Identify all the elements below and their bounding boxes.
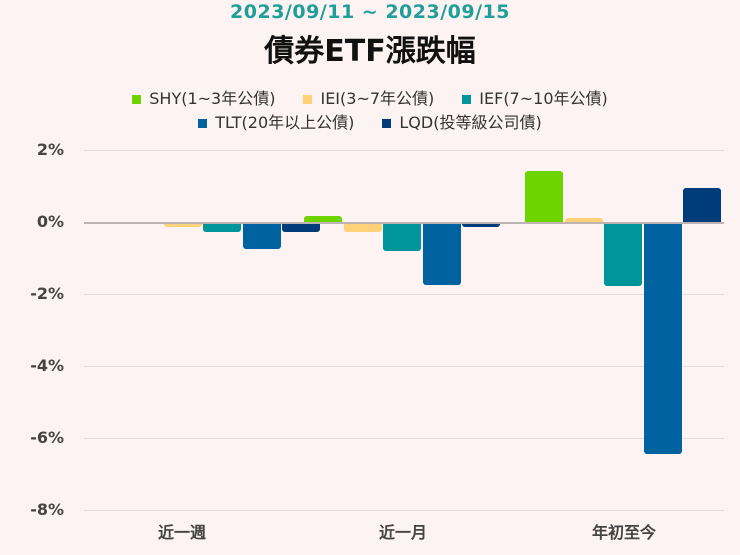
- gridline: [84, 366, 724, 367]
- gridline: [84, 510, 724, 511]
- bar[interactable]: [462, 222, 500, 227]
- legend-swatch-icon: [382, 118, 392, 128]
- bar[interactable]: [203, 222, 241, 233]
- x-tick-label: 近一月: [378, 523, 427, 542]
- legend-item-tlt[interactable]: TLT(20年以上公債): [198, 111, 354, 135]
- bar[interactable]: [643, 222, 682, 454]
- x-tick-label: 近一週: [157, 523, 206, 542]
- legend-item-lqd[interactable]: LQD(投等級公司債): [382, 111, 542, 135]
- y-tick-label: -2%: [30, 284, 64, 303]
- y-tick-label: 2%: [36, 140, 64, 159]
- bar[interactable]: [383, 222, 421, 251]
- x-tick-label: 年初至今: [591, 523, 656, 542]
- bar[interactable]: [163, 222, 202, 227]
- y-tick-label: 0%: [36, 212, 64, 231]
- legend-swatch-icon: [303, 94, 313, 104]
- bar[interactable]: [422, 222, 461, 285]
- bar[interactable]: [242, 222, 281, 249]
- bar[interactable]: [343, 222, 382, 232]
- chart-legend: SHY(1~3年公債) IEI(3~7年公債) IEF(7~10年公債) TLT…: [0, 87, 740, 135]
- legend-item-ief[interactable]: IEF(7~10年公債): [462, 87, 608, 111]
- bar[interactable]: [604, 222, 642, 287]
- legend-item-shy[interactable]: SHY(1~3年公債): [132, 87, 275, 111]
- legend-swatch-icon: [462, 94, 472, 104]
- bar[interactable]: [525, 170, 563, 222]
- legend-label: TLT(20年以上公債): [215, 113, 355, 132]
- legend-label: IEI(3~7年公債): [320, 89, 435, 108]
- legend-label: SHY(1~3年公債): [149, 89, 276, 108]
- y-tick-label: -6%: [30, 428, 64, 447]
- zero-line: [84, 222, 724, 224]
- legend-swatch-icon: [132, 94, 142, 104]
- chart-subtitle: 2023/09/11 ~ 2023/09/15: [230, 1, 510, 23]
- bar[interactable]: [564, 217, 603, 222]
- bar[interactable]: [683, 188, 721, 222]
- gridline: [84, 438, 724, 439]
- chart-title: 債券ETF漲跌幅: [264, 34, 476, 69]
- legend-label: IEF(7~10年公債): [479, 89, 608, 108]
- legend-swatch-icon: [198, 118, 208, 128]
- y-tick-label: -8%: [30, 500, 64, 519]
- legend-item-iei[interactable]: IEI(3~7年公債): [303, 87, 434, 111]
- gridline: [84, 150, 724, 151]
- gridline: [84, 294, 724, 295]
- bar[interactable]: [304, 215, 342, 222]
- bar[interactable]: [282, 222, 320, 233]
- legend-label: LQD(投等級公司債): [399, 113, 542, 132]
- y-tick-label: -4%: [30, 356, 64, 375]
